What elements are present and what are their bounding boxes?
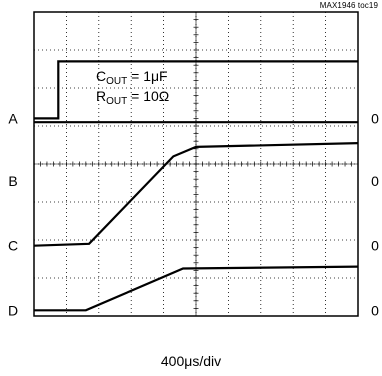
channel-label-d: D [8,302,18,318]
trace-d [34,265,359,312]
cout-rest: = 1μF [127,68,167,84]
rout-main: R [96,88,106,104]
plot-frame [33,11,359,317]
rout-rest: = 10Ω [127,88,169,104]
cout-main: C [96,68,106,84]
zero-label-c: 0 [371,238,379,254]
rout-annotation: ROUT = 10Ω [96,88,169,107]
trace-c [33,142,359,247]
scope-traces [33,60,359,312]
zero-label-b: 0 [371,173,379,189]
channel-label-b: B [8,173,17,189]
rout-sub: OUT [106,96,127,107]
zero-labels: 0 0 0 0 [371,110,379,318]
figure-source-tag: MAX1946 toc19 [319,1,378,10]
cout-annotation: COUT = 1μF [96,68,168,87]
x-axis-label: 400μs/div [160,353,222,369]
scope-grid [33,11,359,317]
channel-label-a: A [8,110,18,126]
channel-labels: A B C D [8,110,18,318]
trace-a [34,60,358,120]
zero-label-a: 0 [371,110,379,126]
cout-sub: OUT [106,76,127,87]
channel-label-c: C [8,238,18,254]
zero-label-d: 0 [371,302,379,318]
